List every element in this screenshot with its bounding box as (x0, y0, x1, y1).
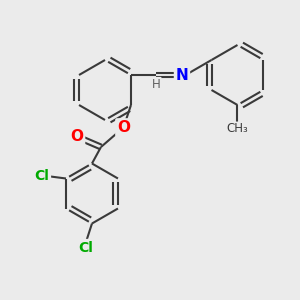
Text: O: O (117, 120, 130, 135)
Text: Cl: Cl (34, 169, 50, 183)
Text: Cl: Cl (79, 241, 93, 254)
Text: H: H (152, 77, 161, 91)
Text: CH₃: CH₃ (226, 122, 248, 136)
Text: O: O (70, 129, 83, 144)
Text: N: N (176, 68, 188, 82)
